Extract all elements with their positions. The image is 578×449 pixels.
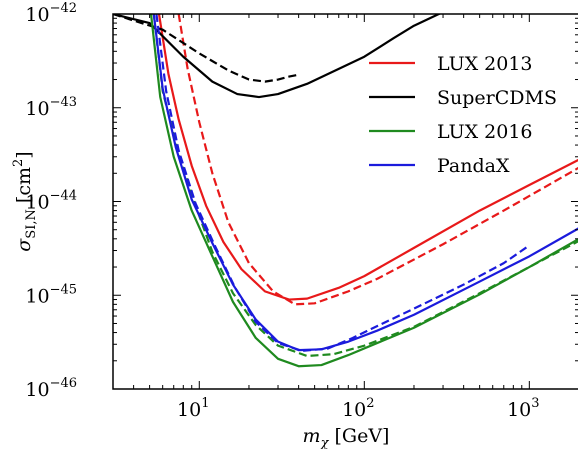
legend-label-lux-2013: LUX 2013 (437, 53, 533, 75)
tick-labels: 101 102 103 10−42 10−43 10−44 10−45 10−46 (25, 1, 539, 421)
legend-label-supercdms: SuperCDMS (437, 87, 557, 109)
x-axis-label: mχ [GeV] (303, 425, 390, 449)
series-line-lux-2013-solid (157, 14, 578, 301)
y-tick-label: 10−46 (25, 376, 77, 401)
y-axis-label: σSI,N [cm2] (11, 151, 39, 251)
series-line-pandax-solid (152, 14, 578, 352)
x-tick-label: 103 (507, 396, 539, 421)
series-line-supercdms-solid (113, 14, 442, 99)
y-tick-label: 10−45 (25, 282, 77, 307)
x-tick-label: 102 (342, 396, 374, 421)
legend: LUX 2013 SuperCDMS LUX 2016 PandaX (369, 53, 557, 177)
x-tick-label: 101 (177, 396, 209, 421)
legend-label-lux-2016: LUX 2016 (437, 121, 533, 143)
y-tick-label: 10−44 (25, 189, 77, 214)
axis-ticks (112, 13, 578, 390)
y-tick-label: 10−42 (25, 1, 77, 26)
plot-curves (113, 14, 578, 368)
series-line-lux-2013-dashed (177, 14, 578, 306)
series-line-pandax-dashed (155, 14, 530, 352)
y-tick-label: 10−43 (25, 95, 77, 120)
legend-label-pandax: PandaX (437, 155, 510, 177)
series-line-supercdms-dashed (113, 14, 299, 83)
